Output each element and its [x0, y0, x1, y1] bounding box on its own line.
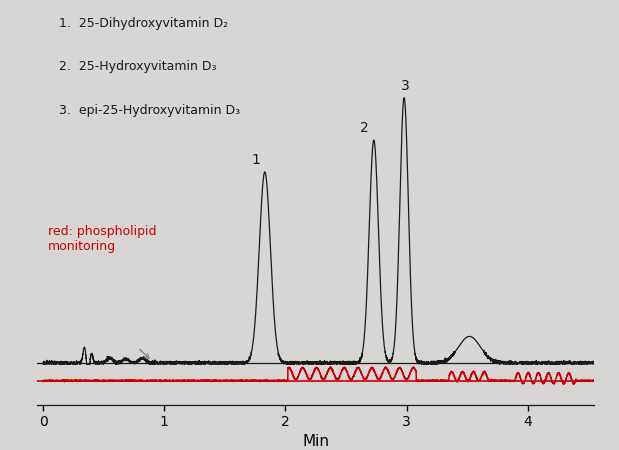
- Text: 1.  25-Dihydroxyvitamin D₂: 1. 25-Dihydroxyvitamin D₂: [59, 18, 228, 31]
- X-axis label: Min: Min: [302, 434, 329, 449]
- Text: 2.  25-Hydroxyvitamin D₃: 2. 25-Hydroxyvitamin D₃: [59, 60, 217, 73]
- Text: 3.  epi-25-Hydroxyvitamin D₃: 3. epi-25-Hydroxyvitamin D₃: [59, 104, 241, 117]
- Text: 3: 3: [401, 79, 410, 93]
- Text: 1: 1: [252, 153, 261, 167]
- Text: 2: 2: [360, 121, 368, 135]
- Text: red: phospholipid
monitoring: red: phospholipid monitoring: [48, 225, 157, 253]
